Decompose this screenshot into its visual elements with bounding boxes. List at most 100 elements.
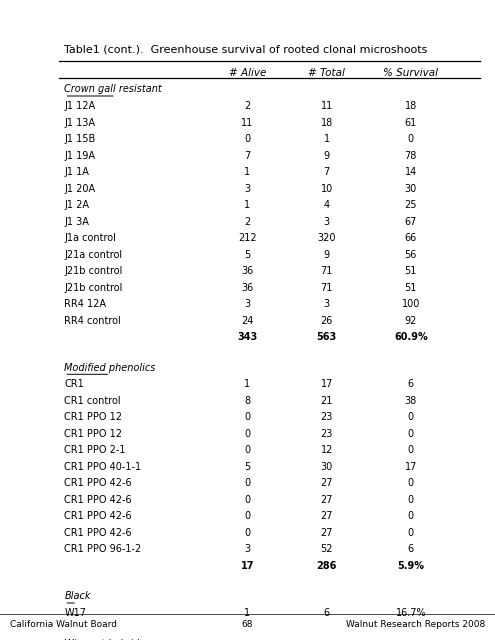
Text: 27: 27	[320, 495, 333, 505]
Text: 0: 0	[408, 445, 414, 455]
Text: Table1 (cont.).  Greenhouse survival of rooted clonal microshoots: Table1 (cont.). Greenhouse survival of r…	[64, 45, 428, 55]
Text: 71: 71	[321, 283, 333, 292]
Text: 17: 17	[404, 462, 417, 472]
Text: 0: 0	[408, 528, 414, 538]
Text: 60.9%: 60.9%	[394, 332, 428, 342]
Text: J1 15B: J1 15B	[64, 134, 96, 144]
Text: CR1: CR1	[64, 380, 84, 389]
Text: J1 2A: J1 2A	[64, 200, 90, 210]
Text: Wingnut hybrids: Wingnut hybrids	[64, 639, 145, 640]
Text: 38: 38	[405, 396, 417, 406]
Text: Crown gall resistant: Crown gall resistant	[64, 84, 162, 95]
Text: 9: 9	[324, 150, 330, 161]
Text: J1 1A: J1 1A	[64, 167, 89, 177]
Text: CR1 PPO 2-1: CR1 PPO 2-1	[64, 445, 126, 455]
Text: % Survival: % Survival	[383, 68, 439, 79]
Text: 320: 320	[317, 233, 336, 243]
Text: 56: 56	[404, 250, 417, 260]
Text: 18: 18	[321, 118, 333, 127]
Text: 30: 30	[405, 184, 417, 193]
Text: 16.7%: 16.7%	[396, 608, 426, 618]
Text: 71: 71	[321, 266, 333, 276]
Text: 0: 0	[245, 429, 250, 439]
Text: 0: 0	[408, 134, 414, 144]
Text: 17: 17	[241, 561, 254, 571]
Text: 3: 3	[245, 299, 250, 309]
Text: 66: 66	[405, 233, 417, 243]
Text: CR1 PPO 42-6: CR1 PPO 42-6	[64, 495, 132, 505]
Text: 2: 2	[245, 216, 250, 227]
Text: 2: 2	[245, 101, 250, 111]
Text: 10: 10	[321, 184, 333, 193]
Text: Walnut Research Reports 2008: Walnut Research Reports 2008	[346, 620, 485, 628]
Text: 6: 6	[408, 380, 414, 389]
Text: 1: 1	[245, 200, 250, 210]
Text: 8: 8	[245, 396, 250, 406]
Text: 0: 0	[245, 445, 250, 455]
Text: # Alive: # Alive	[229, 68, 266, 79]
Text: J21b control: J21b control	[64, 283, 123, 292]
Text: 27: 27	[320, 478, 333, 488]
Text: 9: 9	[324, 250, 330, 260]
Text: 3: 3	[245, 545, 250, 554]
Text: 212: 212	[238, 233, 257, 243]
Text: 51: 51	[404, 283, 417, 292]
Text: 0: 0	[408, 429, 414, 439]
Text: 26: 26	[321, 316, 333, 326]
Text: 0: 0	[245, 528, 250, 538]
Text: 4: 4	[324, 200, 330, 210]
Text: 27: 27	[320, 528, 333, 538]
Text: 21: 21	[321, 396, 333, 406]
Text: 36: 36	[242, 266, 253, 276]
Text: J1 13A: J1 13A	[64, 118, 96, 127]
Text: 3: 3	[324, 216, 330, 227]
Text: 1: 1	[324, 134, 330, 144]
Text: California Walnut Board: California Walnut Board	[10, 620, 117, 628]
Text: 286: 286	[316, 561, 337, 571]
Text: CR1 PPO 42-6: CR1 PPO 42-6	[64, 478, 132, 488]
Text: CR1 PPO 12: CR1 PPO 12	[64, 412, 122, 422]
Text: 1: 1	[245, 380, 250, 389]
Text: Modified phenolics: Modified phenolics	[64, 363, 156, 372]
Text: 51: 51	[404, 266, 417, 276]
Text: 78: 78	[404, 150, 417, 161]
Text: 5: 5	[245, 462, 250, 472]
Text: 1: 1	[245, 608, 250, 618]
Text: J1 3A: J1 3A	[64, 216, 89, 227]
Text: 7: 7	[324, 167, 330, 177]
Text: 24: 24	[242, 316, 253, 326]
Text: 7: 7	[245, 150, 250, 161]
Text: CR1 PPO 42-6: CR1 PPO 42-6	[64, 511, 132, 522]
Text: 0: 0	[245, 478, 250, 488]
Text: 18: 18	[405, 101, 417, 111]
Text: CR1 PPO 12: CR1 PPO 12	[64, 429, 122, 439]
Text: 0: 0	[245, 134, 250, 144]
Text: 0: 0	[245, 495, 250, 505]
Text: 0: 0	[408, 511, 414, 522]
Text: 0: 0	[245, 412, 250, 422]
Text: 1: 1	[245, 167, 250, 177]
Text: W17: W17	[64, 608, 86, 618]
Text: # Total: # Total	[308, 68, 345, 79]
Text: CR1 PPO 40-1-1: CR1 PPO 40-1-1	[64, 462, 142, 472]
Text: 52: 52	[320, 545, 333, 554]
Text: J1 12A: J1 12A	[64, 101, 96, 111]
Text: J1 19A: J1 19A	[64, 150, 96, 161]
Text: 100: 100	[401, 299, 420, 309]
Text: 36: 36	[242, 283, 253, 292]
Text: 0: 0	[245, 511, 250, 522]
Text: 0: 0	[408, 478, 414, 488]
Text: CR1 control: CR1 control	[64, 396, 121, 406]
Text: 12: 12	[321, 445, 333, 455]
Text: Black: Black	[64, 591, 91, 602]
Text: CR1 PPO 96-1-2: CR1 PPO 96-1-2	[64, 545, 142, 554]
Text: 92: 92	[404, 316, 417, 326]
Text: 27: 27	[320, 511, 333, 522]
Text: J21a control: J21a control	[64, 250, 122, 260]
Text: J1 20A: J1 20A	[64, 184, 96, 193]
Text: 0: 0	[408, 412, 414, 422]
Text: 563: 563	[317, 332, 337, 342]
Text: 3: 3	[245, 184, 250, 193]
Text: 23: 23	[321, 429, 333, 439]
Text: 6: 6	[408, 545, 414, 554]
